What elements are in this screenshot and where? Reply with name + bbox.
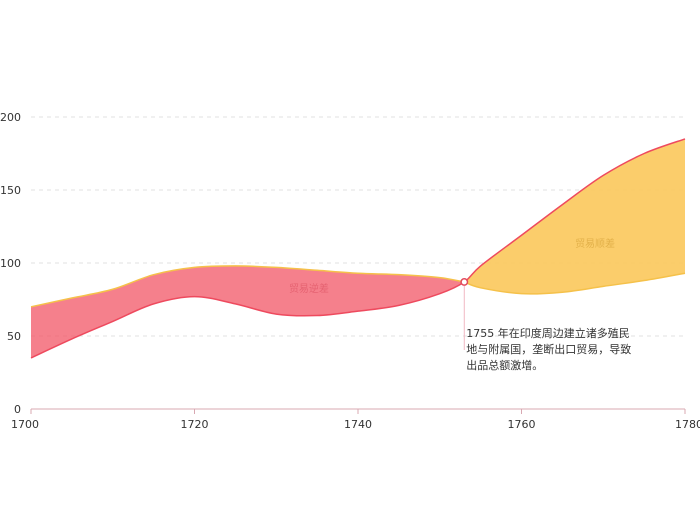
y-tick-label: 200 (0, 111, 21, 124)
region-label-1: 贸易顺差 (575, 237, 615, 250)
annotation-point (460, 278, 469, 286)
series-line-import (30, 265, 465, 308)
x-axis (30, 408, 686, 414)
series-line-import-after (463, 272, 686, 295)
y-tick-label: 150 (0, 184, 21, 197)
x-tick-label: 1740 (344, 418, 372, 431)
y-tick-label: 100 (0, 257, 21, 270)
y-tick-label: 50 (7, 330, 21, 343)
x-tick-label: 1720 (181, 418, 209, 431)
annotation-text-line: 1755 年在印度周边建立诸多殖民 (466, 326, 630, 340)
annotation-text-line: 地与附属国，垄断出口贸易，导致 (466, 342, 631, 356)
x-tick-label: 1760 (508, 418, 536, 431)
series-line-export (30, 138, 686, 359)
deficit-area (31, 265, 465, 358)
annotation-text-line: 出品总额激增。 (466, 358, 543, 372)
surplus-area (464, 138, 685, 294)
x-tick-label: 1780 (675, 418, 700, 431)
area-layer (31, 138, 685, 358)
tick-labels: 0 50 100 150 200 1700 1720 1740 1760 1780 (0, 111, 700, 431)
y-tick-label: 0 (14, 403, 21, 416)
region-labels: 贸易逆差 贸易顺差 (289, 237, 615, 295)
line-layer (30, 138, 686, 359)
region-label-0: 贸易逆差 (289, 282, 329, 295)
x-tick-label: 1700 (11, 418, 39, 431)
